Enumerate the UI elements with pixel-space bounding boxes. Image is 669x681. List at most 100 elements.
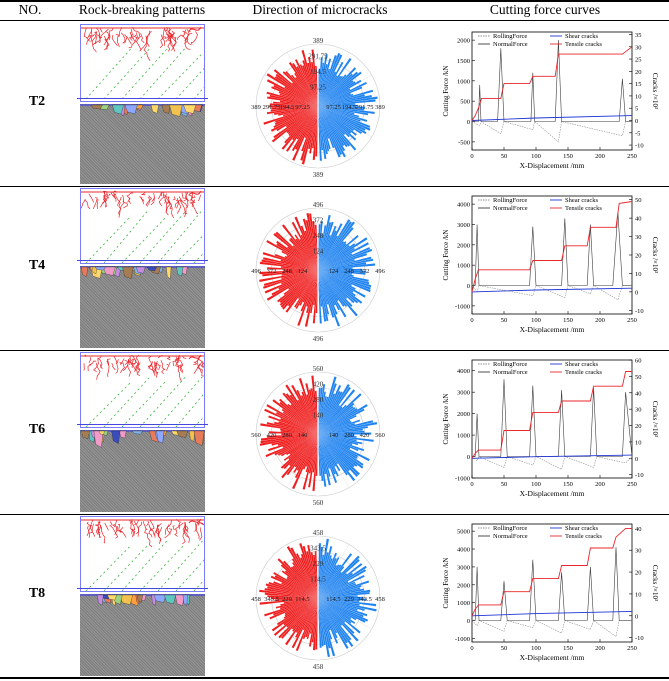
rose-petal-left: [305, 598, 318, 638]
rose-petal-right: [318, 563, 363, 598]
rose-petal-left: [289, 434, 318, 455]
rose-petal-left: [299, 64, 318, 106]
rose-petal-left: [281, 582, 318, 598]
series-normal-force: [472, 212, 632, 286]
rose-bottom-label: 496: [313, 335, 324, 343]
chart-svg: 2000150010005000-50035302520151050-5-100…: [442, 31, 659, 170]
rose-petal-right: [318, 565, 338, 598]
rose-petal-left: [271, 106, 318, 110]
rose-petal-right: [318, 598, 331, 631]
rose-petal-right: [318, 415, 357, 434]
rose-petal-left: [268, 415, 318, 434]
rose-petal-right: [318, 86, 363, 106]
y2-tick-label: 40: [635, 390, 642, 397]
y2-tick-label: 40: [635, 216, 642, 223]
rose-petal-right: [318, 391, 326, 434]
rose-petal-right: [318, 434, 359, 477]
y2-tick-label: 10: [635, 271, 642, 278]
rose-petal-right: [318, 75, 342, 106]
legend-entry: Tensile cracks: [565, 205, 602, 212]
rose-petal-left: [282, 392, 318, 434]
rose-ring-label: 248: [313, 232, 324, 240]
y-tick-label: -500: [458, 139, 470, 146]
rose-petal-right: [318, 538, 329, 598]
rose-petal-right: [318, 67, 357, 106]
rose-ring-label: 420: [313, 381, 324, 389]
rose-petal-right: [318, 598, 352, 641]
rose-petal-right: [318, 270, 369, 282]
rose-petal-right: [318, 58, 352, 106]
rose-petal-left: [285, 106, 318, 128]
legend-entry: NormalForce: [493, 41, 528, 48]
rose-petal-right: [318, 554, 325, 598]
rose-left-label: 343.5: [264, 596, 279, 603]
rose-petal-left: [281, 433, 318, 435]
rose-petal-left: [286, 546, 318, 598]
bottom-rule: [0, 677, 669, 679]
series-tensile-cracks: [471, 46, 633, 121]
rose-petal-right: [318, 598, 338, 639]
rose-petal-left: [299, 270, 318, 306]
rose-petal-left: [296, 389, 318, 434]
rose-left-label: 291.75: [263, 104, 281, 111]
rose-petal-left: [273, 85, 318, 106]
rose-petal-right: [318, 434, 327, 487]
rose-petal-right: [318, 262, 367, 270]
rose-petal-right: [318, 598, 368, 617]
rose-petal-right: [318, 96, 378, 106]
rose-petal-left: [262, 252, 318, 270]
rose-svg: 560 420 280 140 140 280 420 560 560 420 280 140 560: [251, 365, 385, 507]
rose-petal-left: [302, 598, 318, 631]
rose-petal-left: [302, 598, 318, 640]
rose-petal-left: [259, 598, 318, 605]
rose-petal-left: [276, 412, 318, 434]
rose-petal-right: [318, 419, 351, 434]
rose-petal-right: [318, 270, 347, 318]
rose-petal-left: [304, 106, 318, 138]
rose-petal-left: [286, 106, 318, 152]
legend-entry: Shear cracks: [565, 33, 598, 40]
rose-petal-left: [300, 270, 318, 312]
x-tick-label: 0: [470, 645, 473, 652]
rose-petal-left: [294, 434, 318, 468]
rose-ring-label: 140: [313, 412, 324, 420]
rose-petal-right: [318, 270, 335, 318]
rose-petal-right: [318, 106, 330, 139]
rose-petal-left: [280, 270, 318, 308]
series-rolling-force: [471, 285, 632, 301]
header-direction: Direction of microcracks: [252, 2, 388, 17]
rose-petal-right: [318, 434, 336, 467]
rose-petal-right: [318, 592, 370, 598]
rose-petal-left: [312, 270, 318, 324]
rose-right-label: 194.5: [342, 104, 357, 111]
rock-sample: [79, 430, 205, 512]
legend-entry: Shear cracks: [565, 525, 598, 532]
rose-petal-left: [295, 238, 318, 270]
x-tick-label: 150: [563, 317, 573, 324]
rose-petal-left: [296, 553, 318, 598]
y-tick-label: 1500: [457, 58, 470, 65]
rose-petal-left: [279, 398, 318, 434]
rose-petal-right: [318, 565, 367, 598]
rose-petal-left: [273, 572, 318, 598]
rose-petal-left: [302, 218, 318, 270]
rose-petal-right: [318, 434, 339, 477]
x-tick-label: 50: [501, 645, 508, 652]
rose-petal-left: [295, 106, 318, 150]
rose-left-label: 194.5: [280, 104, 295, 111]
y-axis-label: Cutting Force /kN: [442, 230, 450, 281]
series-tensile-cracks: [471, 371, 632, 459]
top-rule: [0, 0, 669, 2]
y2-tick-label: 5: [635, 106, 638, 113]
rose-petal-right: [318, 434, 330, 469]
rose-petal-left: [312, 106, 318, 149]
legend-entry: NormalForce: [493, 369, 528, 376]
rose-petal-left: [302, 434, 318, 490]
rose-petal-right: [318, 428, 363, 434]
rose-petal-left: [312, 106, 318, 160]
rose-petal-left: [265, 434, 318, 458]
series-rolling-force: [471, 620, 632, 638]
rose-petal-right: [318, 106, 352, 134]
